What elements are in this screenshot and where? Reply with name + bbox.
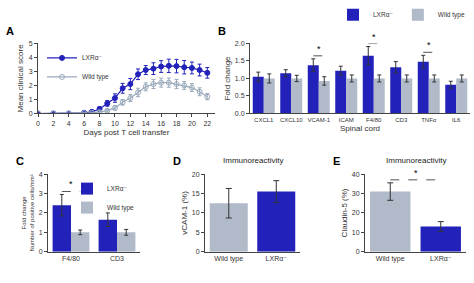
svg-text:2: 2	[51, 120, 55, 127]
svg-text:10: 10	[352, 229, 360, 236]
svg-text:E: E	[333, 155, 340, 167]
svg-text:Mean clinical score: Mean clinical score	[16, 44, 25, 113]
svg-text:CD3: CD3	[395, 117, 408, 123]
svg-text:10: 10	[111, 120, 119, 127]
svg-text:0: 0	[39, 248, 43, 255]
svg-text:*: *	[372, 32, 376, 42]
svg-text:3: 3	[29, 68, 33, 75]
svg-text:*: *	[414, 168, 418, 178]
svg-text:D: D	[173, 155, 181, 167]
svg-text:0: 0	[196, 248, 200, 255]
svg-text:5: 5	[29, 40, 33, 47]
svg-text:vCAM-1 (%): vCAM-1 (%)	[180, 191, 189, 235]
svg-text:Days post T cell transfer: Days post T cell transfer	[84, 128, 170, 137]
svg-text:LXRα⁻: LXRα⁻	[266, 255, 288, 262]
svg-text:C: C	[16, 155, 24, 167]
svg-text:CD3: CD3	[110, 255, 124, 262]
svg-text:LXRα⁻: LXRα⁻	[82, 54, 102, 61]
svg-text:8: 8	[98, 120, 102, 127]
svg-text:20: 20	[192, 171, 200, 178]
svg-text:LXRα⁻: LXRα⁻	[107, 185, 127, 192]
svg-text:F4/80: F4/80	[366, 117, 382, 123]
svg-text:40: 40	[352, 171, 360, 178]
svg-text:1: 1	[39, 229, 43, 236]
svg-text:1.5: 1.5	[235, 57, 245, 64]
svg-text:Wild type: Wild type	[376, 255, 405, 263]
svg-text:5: 5	[196, 229, 200, 236]
svg-text:0.5: 0.5	[235, 92, 245, 99]
svg-text:Spinal cord: Spinal cord	[340, 124, 380, 133]
svg-text:1.0: 1.0	[235, 75, 245, 82]
svg-text:Fold change: Fold change	[223, 56, 232, 101]
svg-text:TNFα: TNFα	[421, 117, 437, 123]
svg-text:A: A	[6, 25, 14, 37]
svg-text:10: 10	[192, 209, 200, 216]
svg-text:30: 30	[352, 190, 360, 197]
svg-text:2: 2	[29, 82, 33, 89]
svg-text:Wild type: Wild type	[107, 204, 134, 212]
svg-text:0: 0	[36, 120, 40, 127]
svg-text:Wild type: Wild type	[214, 255, 243, 263]
svg-text:Wild type: Wild type	[82, 73, 109, 81]
svg-text:0: 0	[356, 248, 360, 255]
svg-text:14: 14	[142, 120, 150, 127]
svg-text:15: 15	[192, 190, 200, 197]
svg-text:Claudin-5 (%): Claudin-5 (%)	[340, 188, 349, 237]
svg-text:1: 1	[29, 96, 33, 103]
svg-text:ICAM: ICAM	[339, 117, 354, 123]
svg-text:0.0: 0.0	[235, 110, 245, 117]
svg-text:IL6: IL6	[452, 117, 461, 123]
svg-text:16: 16	[157, 120, 165, 127]
svg-text:CXCL1: CXCL1	[254, 117, 274, 123]
svg-text:CXCL10: CXCL10	[280, 117, 303, 123]
svg-text:Wild type: Wild type	[438, 11, 465, 19]
svg-text:22: 22	[203, 120, 211, 127]
svg-text:0: 0	[29, 110, 33, 117]
svg-text:18: 18	[173, 120, 181, 127]
svg-text:VCAM-1: VCAM-1	[307, 117, 330, 123]
svg-text:20: 20	[352, 209, 360, 216]
svg-text:6: 6	[82, 120, 86, 127]
svg-text:LXRα⁻: LXRα⁻	[373, 11, 393, 18]
svg-text:4: 4	[67, 120, 71, 127]
svg-text:2: 2	[39, 209, 43, 216]
svg-text:3: 3	[39, 190, 43, 197]
svg-text:4: 4	[39, 171, 43, 178]
svg-text:Fold changeNumber of positive: Fold changeNumber of positive cells/mm²	[21, 174, 35, 251]
svg-text:12: 12	[126, 120, 134, 127]
svg-text:4: 4	[29, 54, 33, 61]
svg-text:*: *	[317, 44, 321, 54]
svg-text:LXRα⁻: LXRα⁻	[430, 255, 452, 262]
svg-text:B: B	[218, 25, 226, 37]
svg-text:Immunoreactivity: Immunoreactivity	[386, 156, 446, 165]
svg-text:*: *	[69, 179, 73, 189]
svg-text:2.0: 2.0	[235, 40, 245, 47]
svg-text:20: 20	[188, 120, 196, 127]
svg-text:Immunoreactivity: Immunoreactivity	[223, 156, 283, 165]
svg-text:F4/80: F4/80	[62, 255, 80, 262]
svg-text:*: *	[427, 40, 431, 50]
